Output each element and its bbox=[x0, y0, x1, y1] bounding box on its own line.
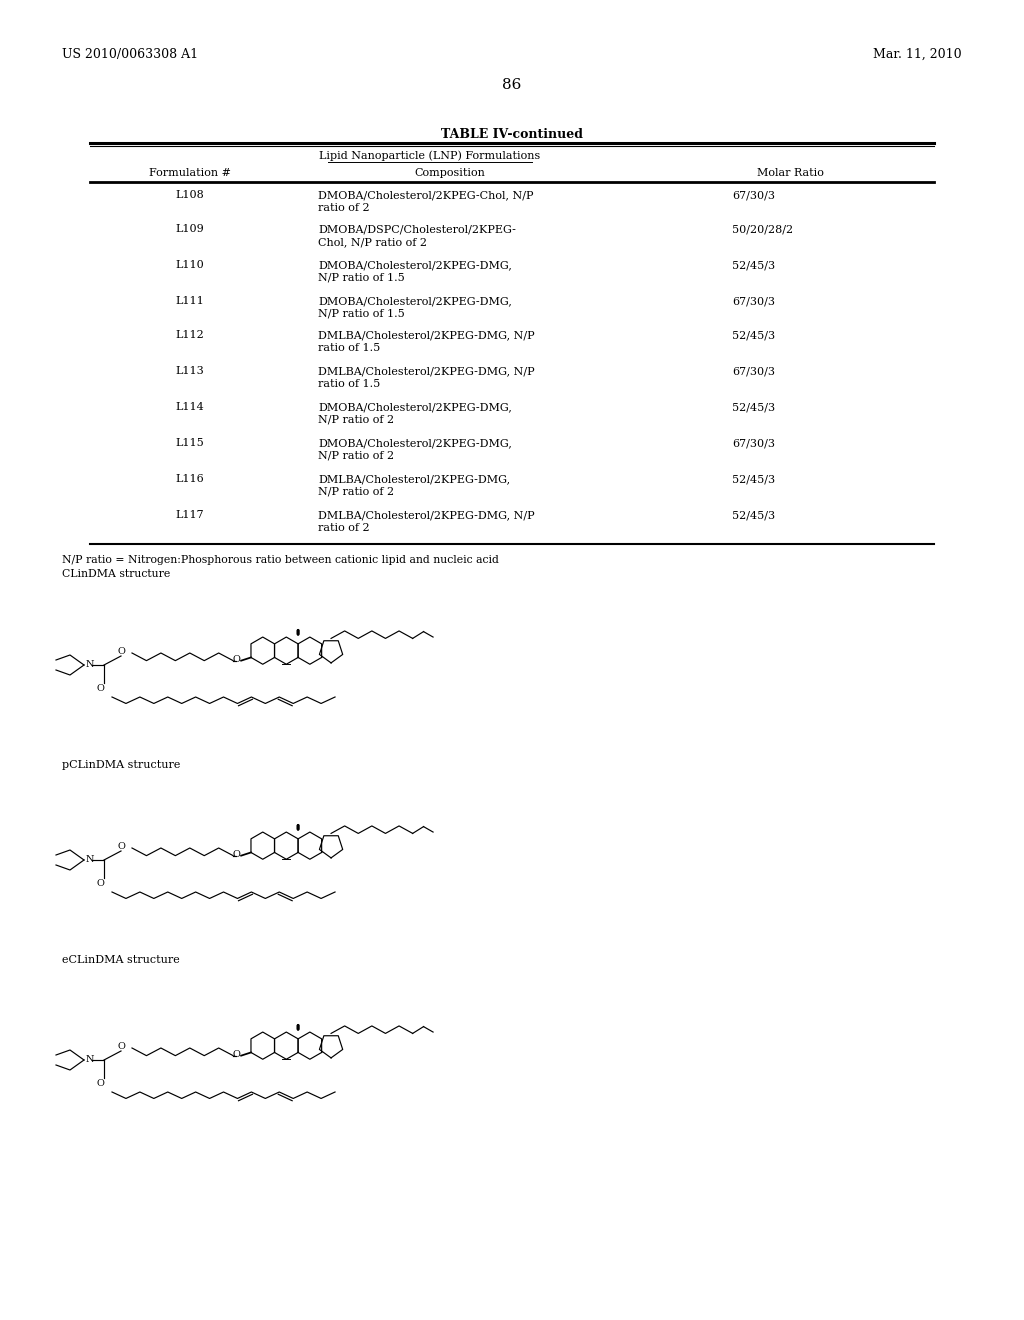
Text: L117: L117 bbox=[176, 510, 205, 520]
Text: O: O bbox=[117, 1041, 125, 1051]
Text: TABLE IV-continued: TABLE IV-continued bbox=[441, 128, 583, 141]
Text: 67/30/3: 67/30/3 bbox=[732, 190, 775, 201]
Text: Mar. 11, 2010: Mar. 11, 2010 bbox=[873, 48, 962, 61]
Text: DMOBA/DSPC/Cholesterol/2KPEG-: DMOBA/DSPC/Cholesterol/2KPEG- bbox=[318, 224, 516, 234]
Text: Lipid Nanoparticle (LNP) Formulations: Lipid Nanoparticle (LNP) Formulations bbox=[319, 150, 541, 161]
Text: O: O bbox=[96, 879, 104, 888]
Text: DMOBA/Cholesterol/2KPEG-DMG,: DMOBA/Cholesterol/2KPEG-DMG, bbox=[318, 403, 512, 412]
Text: L113: L113 bbox=[176, 366, 205, 376]
Text: DMLBA/Cholesterol/2KPEG-DMG, N/P: DMLBA/Cholesterol/2KPEG-DMG, N/P bbox=[318, 330, 535, 341]
Text: 50/20/28/2: 50/20/28/2 bbox=[732, 224, 794, 234]
Text: DMLBA/Cholesterol/2KPEG-DMG, N/P: DMLBA/Cholesterol/2KPEG-DMG, N/P bbox=[318, 366, 535, 376]
Text: 67/30/3: 67/30/3 bbox=[732, 438, 775, 447]
Text: ratio of 1.5: ratio of 1.5 bbox=[318, 379, 380, 389]
Text: ratio of 2: ratio of 2 bbox=[318, 523, 370, 533]
Text: CLinDMA structure: CLinDMA structure bbox=[62, 569, 170, 579]
Text: DMOBA/Cholesterol/2KPEG-DMG,: DMOBA/Cholesterol/2KPEG-DMG, bbox=[318, 260, 512, 271]
Text: L115: L115 bbox=[176, 438, 205, 447]
Text: O: O bbox=[96, 1078, 104, 1088]
Text: 52/45/3: 52/45/3 bbox=[732, 474, 775, 484]
Text: 86: 86 bbox=[503, 78, 521, 92]
Text: Molar Ratio: Molar Ratio bbox=[757, 168, 823, 178]
Text: L114: L114 bbox=[176, 403, 205, 412]
Text: eCLinDMA structure: eCLinDMA structure bbox=[62, 954, 180, 965]
Text: L111: L111 bbox=[176, 296, 205, 306]
Text: L112: L112 bbox=[176, 330, 205, 341]
Text: US 2010/0063308 A1: US 2010/0063308 A1 bbox=[62, 48, 198, 61]
Text: N/P ratio = Nitrogen:Phosphorous ratio between cationic lipid and nucleic acid: N/P ratio = Nitrogen:Phosphorous ratio b… bbox=[62, 554, 499, 565]
Text: ratio of 2: ratio of 2 bbox=[318, 203, 370, 213]
Text: DMOBA/Cholesterol/2KPEG-DMG,: DMOBA/Cholesterol/2KPEG-DMG, bbox=[318, 296, 512, 306]
Text: L109: L109 bbox=[176, 224, 205, 234]
Text: L116: L116 bbox=[176, 474, 205, 484]
Text: N: N bbox=[86, 855, 94, 865]
Text: O: O bbox=[96, 684, 104, 693]
Text: N: N bbox=[86, 660, 94, 669]
Text: N/P ratio of 1.5: N/P ratio of 1.5 bbox=[318, 309, 404, 319]
Text: N/P ratio of 2: N/P ratio of 2 bbox=[318, 451, 394, 461]
Text: Chol, N/P ratio of 2: Chol, N/P ratio of 2 bbox=[318, 238, 427, 247]
Text: 52/45/3: 52/45/3 bbox=[732, 403, 775, 412]
Text: 67/30/3: 67/30/3 bbox=[732, 366, 775, 376]
Text: Composition: Composition bbox=[415, 168, 485, 178]
Text: O: O bbox=[232, 850, 240, 858]
Text: pCLinDMA structure: pCLinDMA structure bbox=[62, 760, 180, 770]
Text: 52/45/3: 52/45/3 bbox=[732, 260, 775, 271]
Text: O: O bbox=[117, 842, 125, 851]
Text: L108: L108 bbox=[176, 190, 205, 201]
Text: N/P ratio of 2: N/P ratio of 2 bbox=[318, 414, 394, 425]
Text: 67/30/3: 67/30/3 bbox=[732, 296, 775, 306]
Text: DMOBA/Cholesterol/2KPEG-DMG,: DMOBA/Cholesterol/2KPEG-DMG, bbox=[318, 438, 512, 447]
Text: L110: L110 bbox=[176, 260, 205, 271]
Text: O: O bbox=[232, 655, 240, 664]
Text: 52/45/3: 52/45/3 bbox=[732, 330, 775, 341]
Text: ratio of 1.5: ratio of 1.5 bbox=[318, 343, 380, 352]
Text: O: O bbox=[232, 1049, 240, 1059]
Text: DMLBA/Cholesterol/2KPEG-DMG, N/P: DMLBA/Cholesterol/2KPEG-DMG, N/P bbox=[318, 510, 535, 520]
Text: N/P ratio of 2: N/P ratio of 2 bbox=[318, 487, 394, 498]
Text: Formulation #: Formulation # bbox=[150, 168, 231, 178]
Text: N/P ratio of 1.5: N/P ratio of 1.5 bbox=[318, 273, 404, 282]
Text: DMOBA/Cholesterol/2KPEG-Chol, N/P: DMOBA/Cholesterol/2KPEG-Chol, N/P bbox=[318, 190, 534, 201]
Text: O: O bbox=[117, 647, 125, 656]
Text: DMLBA/Cholesterol/2KPEG-DMG,: DMLBA/Cholesterol/2KPEG-DMG, bbox=[318, 474, 510, 484]
Text: 52/45/3: 52/45/3 bbox=[732, 510, 775, 520]
Text: N: N bbox=[86, 1055, 94, 1064]
